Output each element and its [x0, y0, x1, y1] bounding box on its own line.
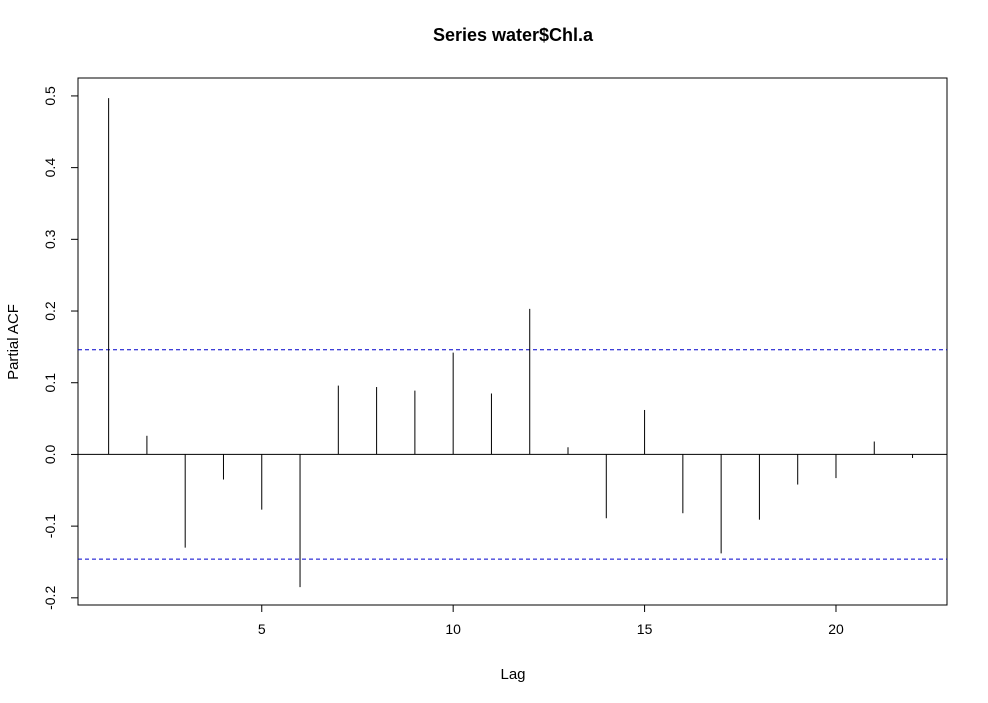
x-tick-label: 15 [637, 621, 653, 637]
y-tick-label: 0.4 [42, 158, 58, 178]
confidence-bounds [78, 349, 947, 560]
x-tick-label: 5 [258, 621, 266, 637]
y-tick-label: 0.2 [42, 301, 58, 321]
x-axis: 5 10 15 20 [258, 605, 844, 637]
y-tick-label: -0.2 [42, 586, 58, 610]
y-axis-label: Partial ACF [5, 304, 22, 380]
x-tick-label: 20 [828, 621, 844, 637]
y-tick-label: 0.0 [42, 444, 58, 464]
chart-title: Series water$Chl.a [433, 25, 594, 45]
y-tick-label: 0.1 [42, 373, 58, 393]
x-axis-label: Lag [500, 666, 525, 683]
y-tick-label: 0.3 [42, 229, 58, 249]
plot-frame [77, 77, 948, 606]
pacf-stems [108, 98, 914, 588]
y-axis: -0.2 -0.1 0.0 0.1 0.2 0.3 0.4 0.5 [42, 86, 78, 610]
y-tick-label: -0.1 [42, 514, 58, 538]
x-tick-label: 10 [445, 621, 461, 637]
y-tick-label: 0.5 [42, 86, 58, 106]
